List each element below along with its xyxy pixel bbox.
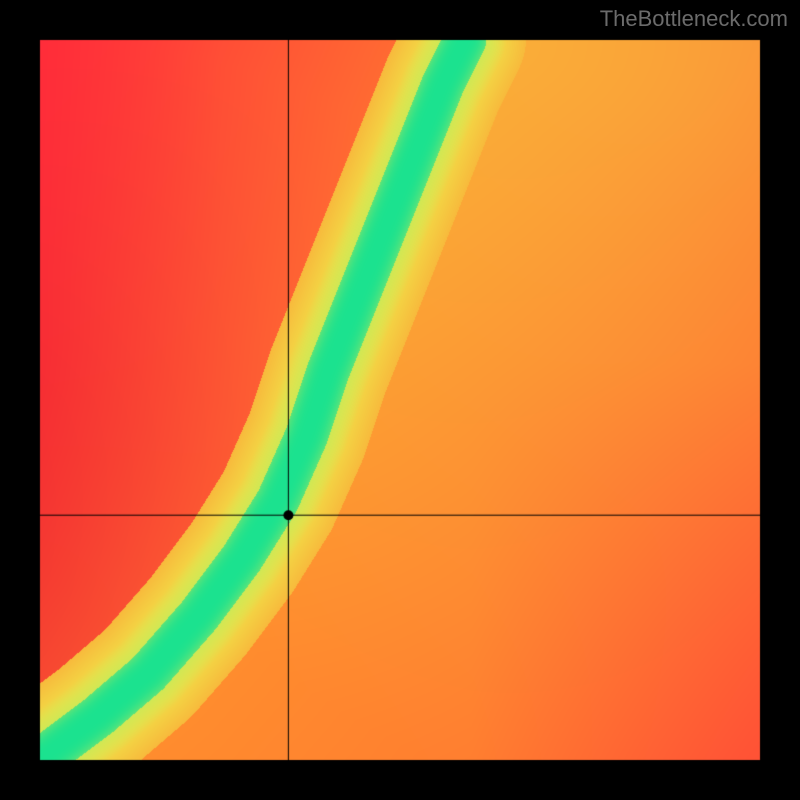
bottleneck-heatmap bbox=[0, 0, 800, 800]
watermark-text: TheBottleneck.com bbox=[600, 6, 788, 32]
chart-container: TheBottleneck.com bbox=[0, 0, 800, 800]
